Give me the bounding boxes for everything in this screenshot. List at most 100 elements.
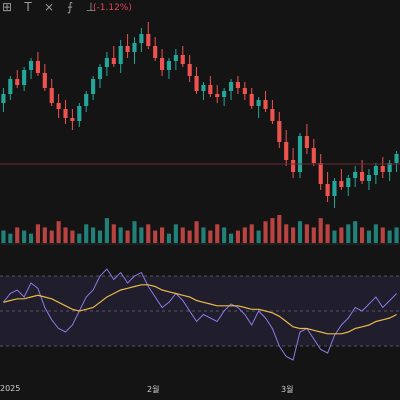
candle: [173, 49, 178, 70]
volume-bar: [304, 224, 309, 243]
candle: [318, 154, 323, 190]
volume-bar: [291, 227, 296, 243]
candle: [366, 169, 372, 190]
price-change-label: (-1.12%): [93, 3, 132, 13]
volume-bar: [332, 230, 337, 243]
candle: [242, 82, 247, 100]
volume-bar: [97, 230, 103, 243]
volume-bar: [22, 230, 27, 243]
volume-bar: [139, 227, 144, 243]
volume-bar: [380, 227, 385, 243]
candle: [387, 160, 392, 181]
candle: [277, 112, 282, 148]
candle: [311, 139, 316, 166]
indicator-tool-icon[interactable]: ⨍: [66, 0, 74, 14]
candle: [284, 130, 289, 166]
rsi-signal-line: [3, 284, 397, 335]
candle: [332, 178, 337, 208]
price-pane: [1, 22, 399, 208]
candle: [49, 79, 54, 106]
measure-tool-icon[interactable]: ⊞: [1, 0, 13, 14]
volume-bar: [222, 227, 227, 243]
volume-bar: [104, 218, 109, 243]
volume-bar: [242, 227, 247, 243]
volume-bar: [201, 227, 206, 243]
volume-bar: [187, 230, 192, 243]
candle: [166, 58, 172, 79]
volume-bar: [56, 221, 61, 243]
candle: [187, 55, 192, 82]
volume-bar: [208, 230, 213, 243]
candle: [22, 67, 27, 91]
candle: [56, 94, 61, 118]
candle: [70, 109, 75, 130]
volume-bar: [91, 227, 96, 243]
candle: [325, 172, 330, 202]
volume-bar: [311, 227, 316, 243]
candle: [35, 52, 40, 76]
settings-tool-icon[interactable]: ⊥: [85, 0, 97, 14]
candle: [180, 46, 185, 67]
volume-bar: [366, 230, 372, 243]
volume-bar: [346, 224, 351, 243]
candle: [118, 40, 123, 73]
candle: [111, 46, 116, 67]
volume-bar: [153, 230, 158, 243]
text-tool-icon[interactable]: T: [24, 0, 32, 14]
crosshair-tool-icon[interactable]: ⨯: [43, 0, 55, 14]
candle: [146, 22, 151, 49]
candle: [373, 163, 378, 184]
candle: [15, 70, 20, 88]
candle: [297, 133, 303, 178]
volume-bar: [77, 233, 82, 243]
candle: [304, 124, 309, 154]
volume-bar: [318, 218, 323, 243]
volume-pane: [1, 215, 399, 243]
candle: [139, 28, 144, 52]
candle: [153, 37, 158, 61]
volume-bar: [353, 221, 358, 243]
volume-bar: [284, 224, 289, 243]
candle: [104, 52, 109, 76]
time-axis-label-0: 2025: [0, 384, 21, 393]
volume-bar: [42, 227, 47, 243]
candle: [91, 76, 96, 100]
volume-bar: [8, 233, 13, 243]
volume-bar: [70, 230, 75, 243]
candle: [194, 67, 199, 94]
volume-bar: [215, 224, 220, 243]
candle: [228, 79, 234, 100]
volume-bar: [118, 227, 123, 243]
candle: [63, 100, 68, 124]
candle: [84, 91, 89, 112]
time-axis-label-1: 2월: [147, 385, 160, 394]
volume-bar: [15, 227, 20, 243]
candle: [1, 88, 6, 112]
candle: [249, 88, 254, 109]
candle: [77, 103, 82, 127]
volume-bar: [270, 218, 275, 243]
volume-bar: [360, 227, 365, 243]
volume-bar: [339, 227, 344, 243]
volume-bar: [394, 227, 399, 243]
volume-bar: [180, 227, 185, 243]
candle: [160, 49, 165, 76]
volume-bar: [325, 224, 330, 243]
volume-bar: [49, 230, 54, 243]
volume-bar: [373, 224, 378, 243]
candle: [201, 82, 206, 100]
drawing-toolbar: ⊞ T ⨯ ⨍ ⊥: [0, 0, 400, 18]
volume-bar: [160, 227, 165, 243]
volume-bar: [228, 233, 234, 243]
candle: [208, 76, 213, 97]
candle: [394, 151, 399, 172]
candle: [8, 76, 13, 100]
rsi-line: [3, 268, 397, 361]
volume-bar: [166, 233, 172, 243]
candle: [215, 85, 220, 103]
candle: [270, 100, 275, 124]
volume-bar: [111, 224, 116, 243]
volume-bar: [173, 224, 178, 243]
volume-bar: [277, 215, 282, 243]
